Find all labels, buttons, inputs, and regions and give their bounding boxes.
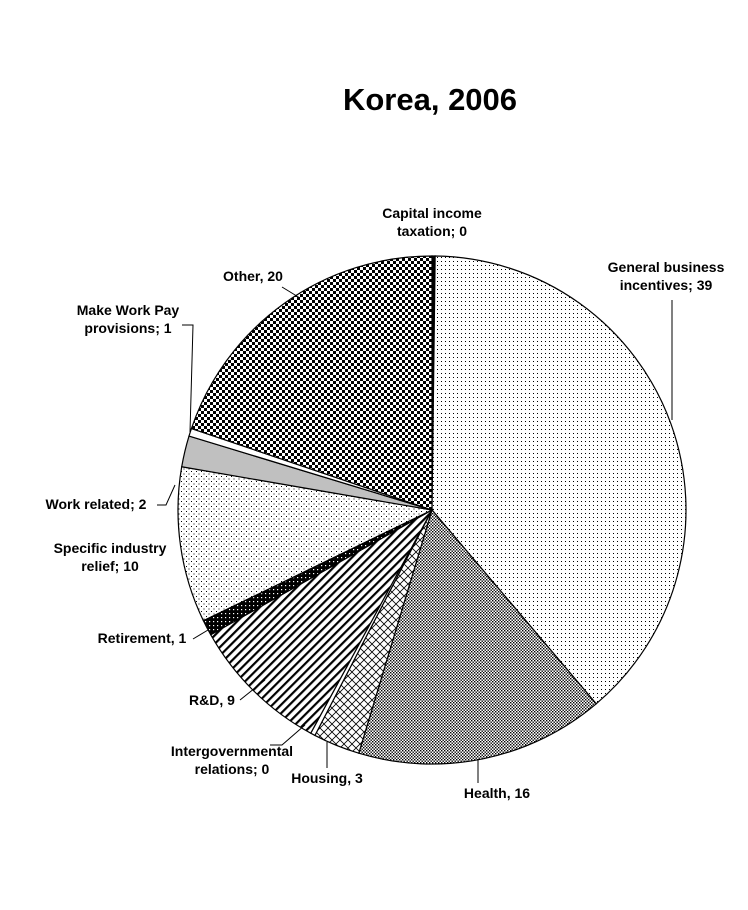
leader-line xyxy=(192,629,209,640)
slice-label: Housing, 3 xyxy=(291,770,363,786)
leader-line xyxy=(270,724,306,746)
slice-label: Intergovernmental relations; 0 xyxy=(171,743,293,777)
slice-label: Retirement, 1 xyxy=(98,630,187,646)
pie-slice-other xyxy=(190,255,433,511)
slice-label: General business incentives; 39 xyxy=(608,259,725,293)
pie-slices xyxy=(177,255,687,765)
slice-label: R&D, 9 xyxy=(189,692,235,708)
leader-line xyxy=(281,286,301,299)
pie-slice-health xyxy=(358,508,598,765)
slice-label: Capital income taxation; 0 xyxy=(382,205,482,239)
pie-slice-r-d xyxy=(209,508,434,735)
pie-slice-general-business-incentives xyxy=(431,255,687,705)
leader-line xyxy=(157,484,176,506)
chart-title: Korea, 2006 xyxy=(343,82,517,117)
slice-label: Specific industry relief; 10 xyxy=(54,540,167,574)
slice-label: Work related; 2 xyxy=(46,496,147,512)
leader-line xyxy=(182,324,194,433)
slice-label: Health, 16 xyxy=(464,785,530,801)
leader-line xyxy=(239,679,266,701)
slice-label: Make Work Pay provisions; 1 xyxy=(77,302,180,336)
pie-slice-specific-industry-relief xyxy=(177,466,434,622)
slice-labels: Capital income taxation; 0 General busines… xyxy=(46,205,725,801)
slice-label: Other, 20 xyxy=(223,268,283,284)
leader-lines xyxy=(157,286,673,783)
